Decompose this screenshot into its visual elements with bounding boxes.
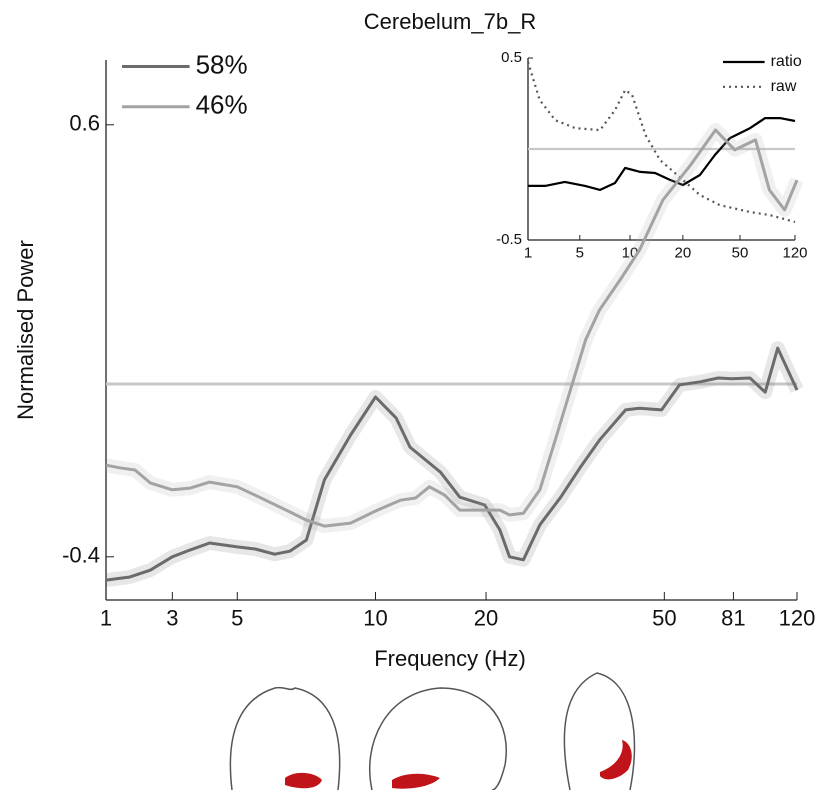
x-tick-label: 5 — [231, 606, 243, 631]
x-tick-label: 120 — [779, 606, 816, 631]
legend-label: 58% — [196, 49, 248, 79]
brain-coronal — [229, 686, 341, 790]
x-tick-label: 20 — [474, 606, 498, 631]
x-tick-label: 50 — [652, 606, 676, 631]
x-tick-label: 1 — [524, 244, 532, 261]
y-tick-label: -0.4 — [62, 543, 100, 568]
x-tick-label: 10 — [363, 606, 387, 631]
x-tick-label: 20 — [675, 244, 692, 261]
x-tick-label: 50 — [732, 244, 749, 261]
legend-label: raw — [771, 78, 797, 95]
brain-region — [285, 772, 322, 789]
series-line — [528, 117, 796, 191]
brain-region — [392, 773, 440, 789]
y-tick-label: -0.5 — [496, 231, 522, 248]
series-line — [105, 128, 799, 528]
x-tick-label: 1 — [100, 606, 112, 631]
chart-title: Cerebelum_7b_R — [364, 9, 536, 34]
brain-sagittal — [368, 687, 507, 790]
legend-label: 46% — [196, 90, 248, 120]
brain-views — [229, 672, 636, 790]
x-tick-label: 3 — [166, 606, 178, 631]
x-tick-label: 5 — [576, 244, 584, 261]
brain-region — [600, 740, 632, 780]
series-line — [105, 346, 799, 582]
y-axis-label: Normalised Power — [13, 240, 38, 420]
x-axis-label: Frequency (Hz) — [374, 646, 526, 671]
x-tick-label: 120 — [782, 244, 807, 261]
x-tick-label: 81 — [721, 606, 745, 631]
legend-label: ratio — [771, 53, 802, 70]
y-tick-label: 0.5 — [501, 49, 522, 66]
y-tick-label: 0.6 — [69, 111, 100, 136]
